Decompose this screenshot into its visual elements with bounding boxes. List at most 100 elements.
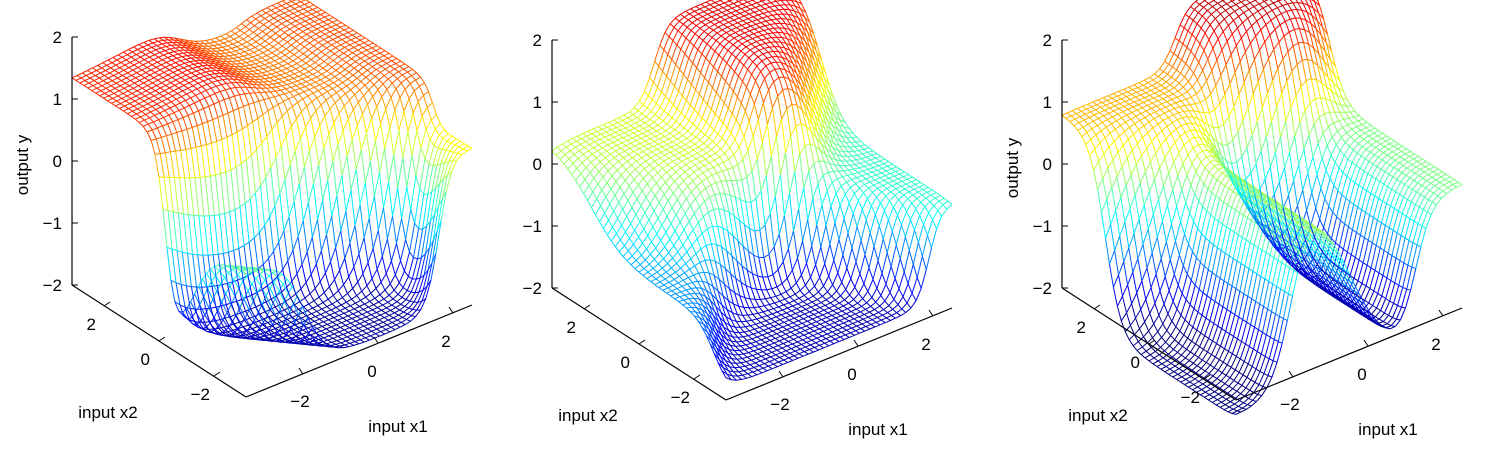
- mesh-line: [276, 23, 283, 28]
- mesh-line: [222, 112, 229, 116]
- mesh-line: [212, 119, 218, 142]
- mesh-line: [129, 85, 134, 89]
- mesh-line: [257, 69, 263, 74]
- mesh-line: [312, 343, 317, 346]
- mesh-line: [182, 114, 189, 118]
- mesh-line: [104, 90, 111, 94]
- mesh-line: [372, 230, 379, 249]
- mesh-line: [121, 95, 128, 99]
- mesh-line: [727, 91, 734, 109]
- mesh-line: [162, 208, 169, 212]
- mesh-line: [388, 181, 393, 217]
- mesh-line: [152, 127, 158, 131]
- mesh-line: [227, 58, 233, 62]
- mesh-line: [330, 73, 336, 78]
- mesh-line: [321, 94, 327, 101]
- mesh-line: [239, 94, 244, 107]
- mesh-line: [132, 110, 137, 115]
- mesh-line: [359, 63, 364, 68]
- mesh-line: [297, 34, 302, 38]
- mesh-line: [385, 108, 391, 128]
- mesh-line: [352, 334, 357, 338]
- mesh-line: [278, 230, 285, 243]
- mesh-line: [384, 289, 390, 296]
- mesh-line: [142, 44, 149, 48]
- mesh-line: [771, 18, 777, 21]
- mesh-line: [627, 114, 634, 119]
- mesh-line: [386, 82, 393, 90]
- mesh-line: [299, 20, 306, 24]
- mesh-line: [336, 175, 343, 197]
- mesh-line: [258, 81, 263, 86]
- mesh-line: [200, 40, 205, 45]
- mesh-line: [332, 295, 338, 302]
- mesh-line: [225, 285, 231, 295]
- mesh-line: [251, 277, 257, 285]
- mesh-line: [367, 248, 374, 263]
- mesh-line: [333, 17, 338, 21]
- mesh-line: [262, 324, 267, 329]
- mesh-line: [269, 309, 275, 316]
- mesh-line: [275, 89, 281, 92]
- mesh-line: [82, 70, 88, 74]
- mesh-line: [763, 28, 770, 31]
- mesh-line: [739, 110, 746, 128]
- mesh-line: [304, 68, 309, 73]
- mesh-line: [300, 18, 306, 22]
- mesh-line: [432, 147, 439, 166]
- mesh-line: [265, 57, 271, 61]
- mesh-line: [233, 279, 240, 289]
- mesh-line: [756, 39, 762, 43]
- mesh-line: [404, 63, 409, 68]
- mesh-line: [258, 232, 264, 265]
- mesh-line: [292, 37, 297, 42]
- mesh-line: [329, 314, 334, 319]
- mesh-line: [317, 90, 323, 95]
- mesh-line: [735, 50, 742, 58]
- mesh-line: [260, 33, 267, 39]
- mesh-line: [299, 86, 306, 89]
- mesh-line: [185, 285, 191, 309]
- mesh-line: [132, 67, 139, 71]
- mesh-line: [305, 62, 311, 67]
- mesh-line: [324, 16, 329, 21]
- mesh-line: [665, 223, 672, 233]
- mesh-line: [137, 49, 142, 53]
- mesh-line: [246, 329, 252, 334]
- mesh-line: [414, 222, 420, 229]
- mesh-line: [364, 160, 371, 183]
- mesh-line: [684, 167, 691, 173]
- mesh-line: [342, 32, 349, 36]
- mesh-line: [240, 335, 246, 339]
- x2-tick: [103, 301, 111, 307]
- mesh-line: [293, 54, 299, 58]
- mesh-line: [214, 41, 219, 46]
- mesh-line: [198, 110, 203, 124]
- mesh-line: [647, 127, 654, 132]
- mesh-line: [291, 273, 298, 282]
- mesh-line: [289, 75, 294, 79]
- mesh-line: [336, 300, 342, 306]
- mesh-line: [275, 90, 280, 96]
- mesh-line: [274, 94, 280, 98]
- mesh-line: [382, 319, 389, 323]
- mesh-line: [297, 78, 303, 82]
- mesh-line: [176, 57, 181, 62]
- mesh-line: [219, 53, 225, 57]
- mesh-line: [272, 82, 278, 85]
- mesh-line: [262, 338, 268, 341]
- mesh-line: [362, 104, 369, 115]
- mesh-line: [311, 76, 317, 80]
- mesh-line: [752, 14, 759, 18]
- mesh-line: [291, 281, 297, 295]
- mesh-line: [751, 159, 758, 172]
- mesh-line: [348, 266, 355, 278]
- mesh-line: [599, 157, 606, 163]
- mesh-line: [331, 216, 337, 248]
- mesh-line: [195, 145, 202, 148]
- mesh-line: [752, 56, 759, 63]
- mesh-line: [248, 102, 254, 105]
- mesh-line: [225, 52, 230, 57]
- mesh-line: [667, 160, 674, 166]
- mesh-line: [427, 191, 432, 195]
